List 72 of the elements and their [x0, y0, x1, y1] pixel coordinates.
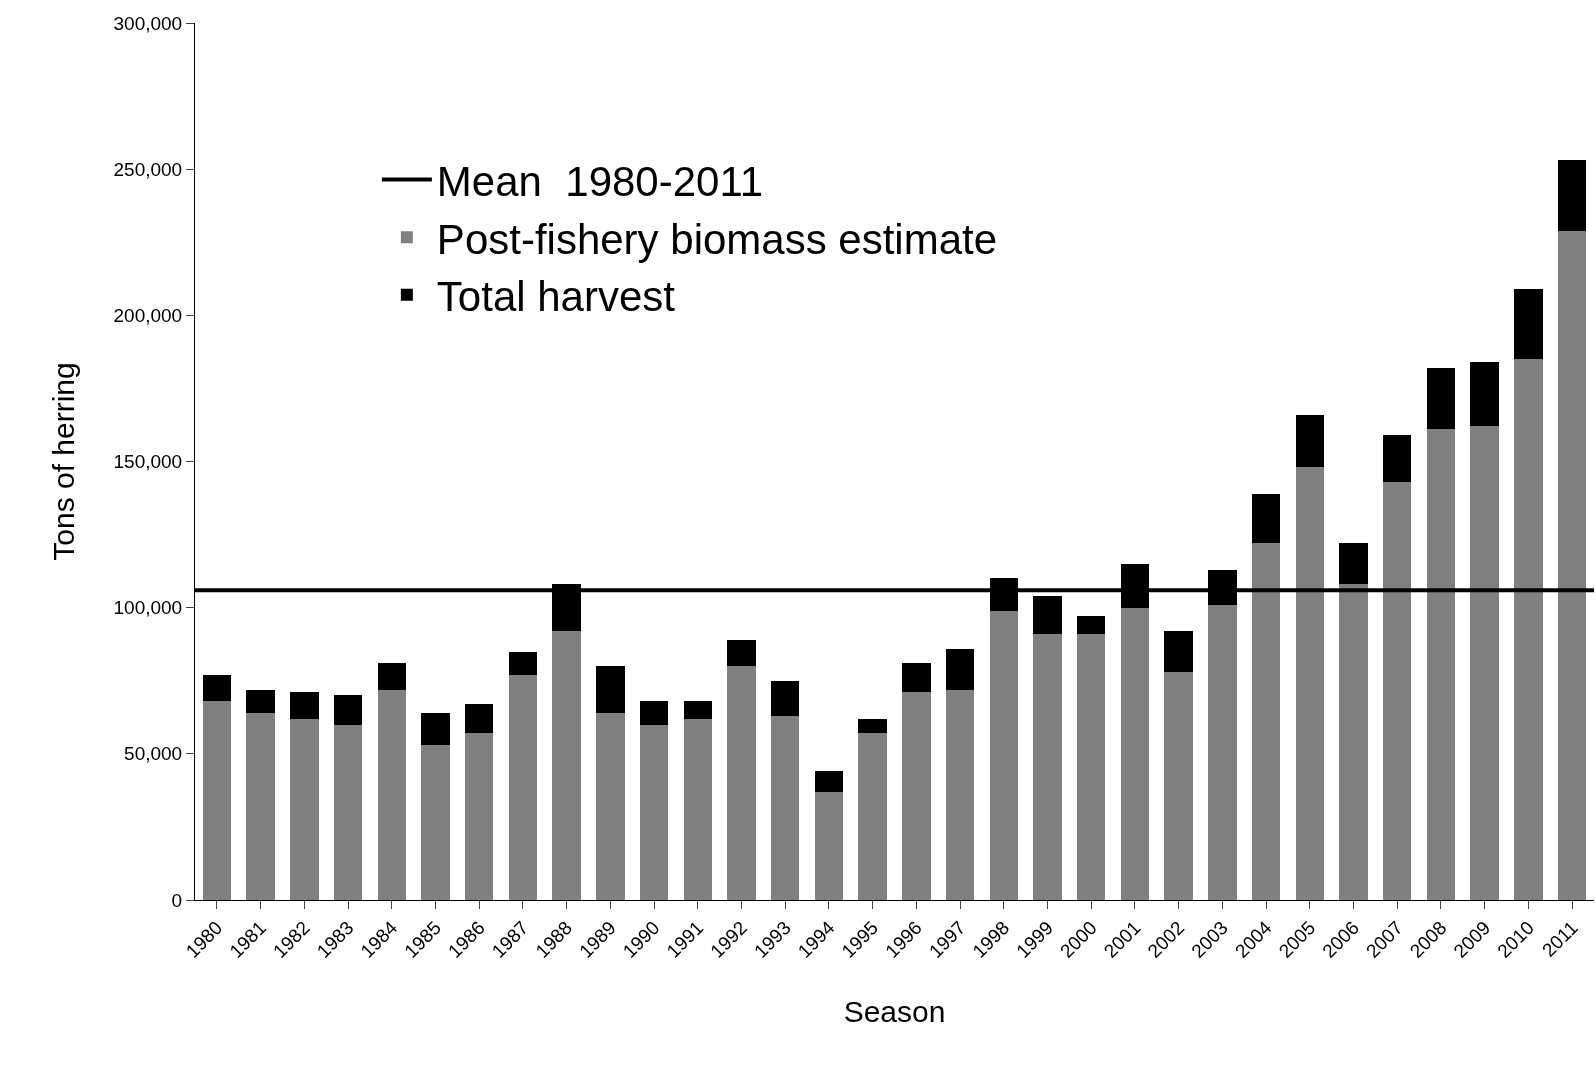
y-tick-label: 50,000 [124, 743, 183, 765]
y-axis-title: Tons of herring [46, 362, 80, 561]
bar [1295, 467, 1325, 900]
bar [1426, 367, 1456, 430]
bar [858, 718, 887, 734]
bar [464, 704, 494, 734]
bar [1164, 671, 1193, 900]
bar [945, 689, 975, 900]
bar [1164, 631, 1193, 672]
bar [464, 733, 494, 900]
bar [1251, 543, 1281, 900]
bar [596, 666, 625, 713]
bar [1557, 160, 1587, 231]
y-tick-label: 250,000 [113, 158, 183, 180]
bar [1383, 481, 1412, 900]
bar [290, 718, 319, 900]
bar [1514, 359, 1543, 900]
bar [508, 674, 538, 900]
y-tick-label: 0 [171, 889, 183, 911]
y-tick-label: 300,000 [113, 12, 183, 34]
bar [683, 718, 712, 900]
bar [1033, 595, 1062, 634]
bar [814, 791, 844, 900]
y-tick-label: 200,000 [113, 304, 183, 326]
bar [945, 648, 975, 690]
bar [639, 701, 669, 725]
bar [989, 610, 1019, 900]
legend-label: Mean 1980-2011 [436, 157, 764, 205]
legend-label: Total harvest [436, 273, 676, 321]
bar [1514, 289, 1543, 360]
bar [377, 663, 406, 690]
bar [1120, 607, 1150, 900]
bar [1470, 426, 1499, 900]
bar [1383, 435, 1412, 482]
legend-label: Post-fishery biomass estimate [436, 215, 998, 263]
bar [1295, 414, 1325, 468]
bar [202, 674, 232, 702]
bar [770, 680, 800, 716]
bar [552, 631, 581, 900]
bar [902, 663, 931, 693]
x-axis-title: Season [843, 995, 946, 1029]
bar [858, 733, 887, 900]
bar [508, 651, 538, 675]
bar [814, 771, 844, 792]
bar [1339, 543, 1368, 585]
bar [333, 695, 363, 725]
bar [421, 745, 450, 900]
bar [596, 712, 625, 900]
bar [1339, 584, 1368, 900]
bar [1557, 230, 1587, 900]
bar [1077, 633, 1106, 900]
bar [902, 692, 931, 900]
bar [683, 701, 712, 719]
bar [333, 724, 363, 900]
bar [770, 715, 800, 900]
bar [1470, 362, 1499, 427]
y-tick-label: 150,000 [113, 451, 183, 473]
y-tick-label: 100,000 [113, 597, 183, 619]
bar [290, 692, 319, 719]
bar [1033, 633, 1062, 900]
bar [1251, 493, 1281, 544]
bar [1208, 604, 1237, 900]
bar [1077, 616, 1106, 634]
bar [377, 689, 406, 900]
bar [421, 712, 450, 746]
bar [1426, 429, 1456, 900]
bar [202, 701, 232, 900]
bar [727, 666, 756, 900]
bar [246, 712, 275, 900]
bar [639, 724, 669, 900]
bar [246, 689, 275, 713]
bar [727, 639, 756, 667]
